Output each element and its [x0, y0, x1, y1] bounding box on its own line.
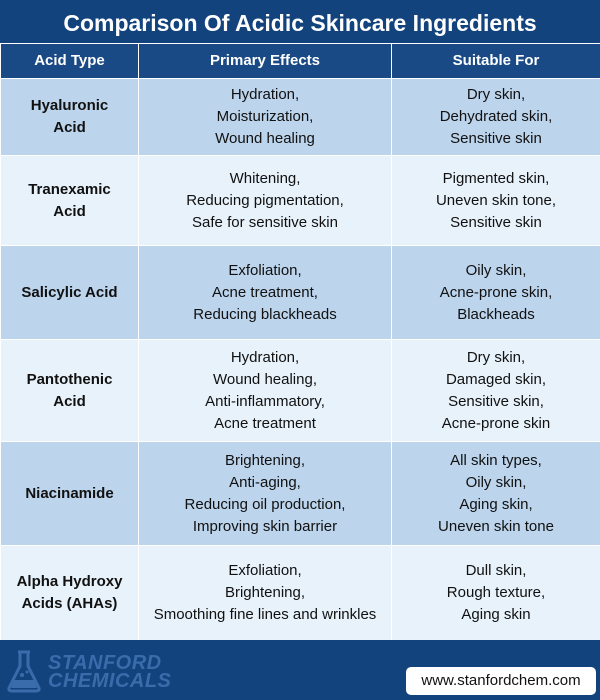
effects-cell: Hydration, Wound healing, Anti-inflammat…	[138, 339, 392, 442]
acid-name-line: Hyaluronic	[30, 97, 109, 114]
effects-cell: Brightening, Anti-aging, Reducing oil pr…	[138, 441, 392, 546]
suitable-line: Sensitive skin	[450, 213, 542, 231]
header-primary-effects: Primary Effects	[138, 43, 392, 79]
acid-name-line: Acid	[53, 119, 86, 136]
suitable-line: Aging skin	[461, 606, 531, 623]
effect-line: Wound healing	[215, 130, 315, 147]
page-title: Comparison Of Acidic Skincare Ingredient…	[63, 10, 537, 36]
effect-line: Exfoliation,	[228, 261, 302, 279]
acid-name-line: Salicylic Acid	[21, 283, 118, 301]
effect-line: Reducing pigmentation,	[186, 191, 344, 209]
suitable-cell: Dry skin, Damaged skin, Sensitive skin, …	[391, 339, 600, 442]
table-row: Alpha Hydroxy Acids (AHAs) Exfoliation, …	[0, 545, 600, 641]
effects-cell: Whitening, Reducing pigmentation, Safe f…	[138, 155, 392, 246]
table-row: Pantothenic Acid Hydration, Wound healin…	[0, 339, 600, 442]
effect-line: Brightening,	[224, 451, 306, 469]
acid-name-line: Alpha Hydroxy	[16, 573, 123, 590]
suitable-line: Uneven skin tone,	[435, 191, 557, 209]
effects-cell: Exfoliation, Acne treatment, Reducing bl…	[138, 245, 392, 340]
effect-line: Hydration,	[230, 348, 300, 366]
acid-name-line: Acid	[53, 202, 86, 220]
suitable-line: Pigmented skin,	[442, 169, 550, 187]
suitable-line: Aging skin,	[459, 495, 533, 513]
logo-line-2: CHEMICALS	[48, 670, 172, 692]
acid-name-cell: Hyaluronic Acid	[0, 78, 139, 156]
table-row: Hyaluronic Acid Hydration, Moisturizatio…	[0, 78, 600, 156]
effect-line: Acne treatment	[214, 414, 316, 432]
acid-name-line: Acids (AHAs)	[21, 595, 118, 612]
suitable-line: Dehydrated skin,	[439, 108, 553, 125]
effect-line: Anti-aging,	[229, 473, 301, 491]
acid-name-line: Tranexamic	[28, 180, 111, 198]
effect-line: Moisturization,	[216, 108, 314, 125]
suitable-line: Rough texture,	[446, 584, 546, 601]
effects-cell: Exfoliation, Brightening, Smoothing fine…	[138, 545, 392, 641]
suitable-cell: Dry skin, Dehydrated skin, Sensitive ski…	[391, 78, 600, 156]
comparison-table: Acid Type Primary Effects Suitable For H…	[0, 43, 600, 641]
suitable-line: Dry skin,	[466, 86, 526, 103]
effect-line: Wound healing,	[213, 370, 317, 388]
effects-cell: Hydration, Moisturization, Wound healing	[138, 78, 392, 156]
table-header-row: Acid Type Primary Effects Suitable For	[0, 43, 600, 79]
effect-line: Brightening,	[224, 584, 306, 601]
suitable-line: Sensitive skin	[450, 130, 542, 147]
effect-line: Reducing blackheads	[193, 305, 337, 323]
acid-name-cell: Niacinamide	[0, 441, 139, 546]
suitable-line: Acne-prone skin,	[439, 283, 553, 301]
suitable-line: All skin types,	[450, 451, 542, 469]
header-acid-type: Acid Type	[0, 43, 139, 79]
company-logo[interactable]: STANFORD CHEMICALS	[4, 648, 204, 696]
suitable-line: Dry skin,	[466, 348, 526, 366]
effect-line: Whitening,	[229, 169, 301, 187]
effect-line: Smoothing fine lines and wrinkles	[153, 606, 377, 623]
effect-line: Reducing oil production,	[184, 495, 346, 513]
table-row: Niacinamide Brightening, Anti-aging, Red…	[0, 441, 600, 546]
suitable-cell: Dull skin, Rough texture, Aging skin	[391, 545, 600, 641]
suitable-line: Dull skin,	[465, 562, 527, 579]
table-row: Salicylic Acid Exfoliation, Acne treatme…	[0, 245, 600, 340]
suitable-cell: Pigmented skin, Uneven skin tone, Sensit…	[391, 155, 600, 246]
website-link[interactable]: www.stanfordchem.com	[406, 667, 596, 695]
suitable-line: Oily skin,	[465, 473, 527, 491]
suitable-line: Uneven skin tone	[438, 517, 554, 535]
effect-line: Improving skin barrier	[192, 517, 338, 535]
logo-line-1: STANFORD	[48, 652, 162, 674]
suitable-line: Damaged skin,	[445, 370, 547, 388]
effect-line: Anti-inflammatory,	[205, 392, 325, 410]
effect-line: Exfoliation,	[228, 562, 302, 579]
suitable-cell: Oily skin, Acne-prone skin, Blackheads	[391, 245, 600, 340]
effect-line: Safe for sensitive skin	[192, 213, 338, 231]
suitable-line: Oily skin,	[465, 261, 527, 279]
suitable-line: Blackheads	[457, 305, 535, 323]
header-suitable-for: Suitable For	[391, 43, 600, 79]
suitable-line: Acne-prone skin	[441, 414, 551, 432]
acid-name-line: Pantothenic	[26, 370, 113, 388]
suitable-line: Sensitive skin,	[448, 392, 544, 410]
acid-name-cell: Salicylic Acid	[0, 245, 139, 340]
acid-name-line: Niacinamide	[25, 484, 114, 502]
effect-line: Hydration,	[230, 86, 300, 103]
acid-name-line: Acid	[53, 392, 86, 410]
acid-name-cell: Pantothenic Acid	[0, 339, 139, 442]
flask-icon	[7, 650, 41, 693]
logo-wordmark: STANFORD CHEMICALS	[48, 652, 172, 692]
acid-name-cell: Alpha Hydroxy Acids (AHAs)	[0, 545, 139, 641]
suitable-cell: All skin types, Oily skin, Aging skin, U…	[391, 441, 600, 546]
acid-name-cell: Tranexamic Acid	[0, 155, 139, 246]
table-row: Tranexamic Acid Whitening, Reducing pigm…	[0, 155, 600, 246]
effect-line: Acne treatment,	[212, 283, 318, 301]
